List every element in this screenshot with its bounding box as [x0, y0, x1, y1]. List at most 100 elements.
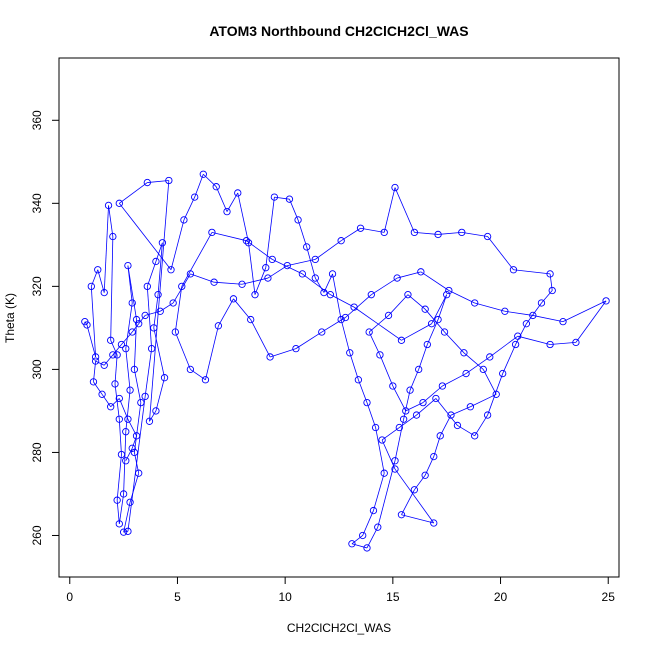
data-point: [514, 332, 522, 340]
data-point: [404, 291, 412, 299]
series-segment: [321, 317, 346, 333]
data-point: [328, 270, 337, 278]
series-segment: [123, 502, 131, 533]
data-point: [395, 423, 403, 432]
data-point: [214, 322, 223, 330]
data-point: [158, 239, 167, 247]
data-point: [270, 193, 279, 201]
data-point: [247, 315, 255, 324]
series-segment: [487, 373, 504, 416]
series-segment: [149, 410, 157, 422]
data-point: [346, 349, 354, 357]
data-point: [283, 261, 291, 270]
data-point: [427, 320, 436, 328]
series-segment: [489, 335, 519, 358]
series-segment: [550, 342, 576, 345]
data-point: [559, 318, 567, 326]
series-segment: [470, 393, 497, 408]
series-segment: [444, 331, 465, 354]
series-segment: [155, 377, 165, 412]
series-segment: [474, 414, 488, 437]
series-segment: [392, 385, 407, 412]
series-segment: [401, 323, 432, 341]
data-point: [91, 353, 100, 361]
data-point: [410, 486, 419, 494]
data-point: [87, 282, 95, 291]
series-segment: [125, 348, 131, 391]
data-point: [380, 469, 388, 477]
series-segment: [86, 324, 97, 358]
series-segment: [118, 493, 125, 524]
data-point: [537, 299, 546, 307]
data-point: [436, 432, 444, 440]
data-point: [460, 349, 468, 357]
data-point: [186, 270, 195, 278]
data-point: [350, 303, 358, 311]
x-tick-label: 0: [66, 590, 73, 604]
data-point: [391, 465, 399, 473]
data-point: [363, 398, 371, 407]
series-segment: [358, 379, 368, 403]
data-point: [363, 544, 371, 552]
series-segment: [119, 182, 148, 204]
series-segment: [515, 323, 527, 345]
series-segment: [351, 543, 368, 549]
data-point: [445, 286, 453, 295]
data-point: [100, 361, 108, 369]
series-segment: [133, 369, 142, 403]
data-point: [367, 291, 375, 299]
series-segment: [211, 231, 247, 242]
series-segment: [160, 302, 174, 312]
data-point: [115, 199, 123, 207]
data-point: [440, 328, 449, 336]
series-segment: [541, 290, 553, 304]
series-segment: [118, 203, 172, 270]
series-segment: [295, 331, 322, 349]
data-point: [412, 411, 421, 419]
series-segment: [383, 187, 396, 233]
data-point: [160, 374, 169, 382]
data-point: [378, 436, 386, 444]
series-segment: [420, 271, 450, 291]
data-point: [191, 193, 199, 201]
chart-title: ATOM3 Northbound CH2ClCH2Cl_WAS: [209, 23, 468, 39]
data-point: [132, 315, 141, 324]
data-point: [83, 321, 91, 329]
data-point: [341, 313, 350, 322]
series-segment: [482, 369, 497, 395]
series-segment: [474, 302, 505, 312]
data-point: [117, 450, 126, 459]
data-point: [109, 232, 117, 241]
y-tick-label: 340: [30, 193, 44, 213]
x-axis-label: CH2ClCH2Cl_WAS: [287, 621, 391, 635]
data-point: [143, 282, 151, 291]
data-point: [546, 270, 554, 278]
data-point: [393, 274, 401, 282]
data-point: [430, 519, 438, 527]
series-segment: [562, 300, 607, 323]
series-segment: [248, 242, 256, 295]
series-segment: [448, 290, 475, 304]
series-segment: [267, 265, 288, 279]
x-tick-label: 15: [386, 590, 400, 604]
data-point: [124, 261, 132, 270]
series-segment: [575, 300, 607, 343]
data-point: [117, 340, 126, 349]
series-segment: [345, 294, 372, 318]
series-segment: [517, 335, 551, 345]
data-point: [369, 506, 378, 515]
series-segment: [394, 187, 415, 233]
data-point: [294, 216, 302, 224]
data-point: [458, 228, 466, 237]
data-point: [356, 224, 365, 232]
series-segment: [435, 398, 458, 426]
series-segment: [349, 352, 359, 380]
data-point: [359, 531, 367, 540]
data-point: [462, 369, 470, 378]
data-point: [147, 344, 156, 353]
data-point: [122, 428, 130, 436]
series-segment: [125, 302, 133, 349]
data-point: [152, 407, 160, 415]
series-segment: [131, 435, 137, 449]
